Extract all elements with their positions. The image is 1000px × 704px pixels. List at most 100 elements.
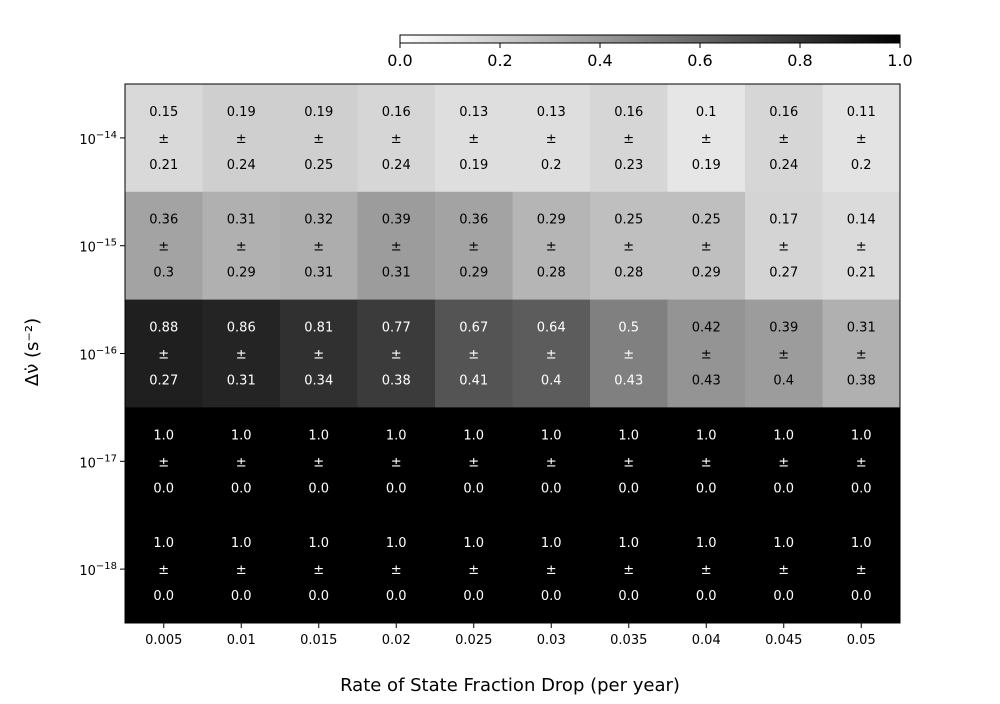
cell-rect <box>590 299 668 408</box>
cell-rect <box>667 299 746 408</box>
cell-pm: ± <box>468 563 479 578</box>
cell-error: 0.2 <box>541 158 562 173</box>
cell-value: 1.0 <box>386 428 407 443</box>
cell-value: 0.5 <box>618 321 639 336</box>
cell-error: 0.27 <box>149 374 178 389</box>
x-axis-label: Rate of State Fraction Drop (per year) <box>340 675 680 696</box>
cell-rect <box>202 191 281 301</box>
cell-rect <box>667 515 746 624</box>
cell-pm: ± <box>391 348 402 363</box>
cell-error: 0.24 <box>227 158 256 173</box>
cell-pm: ± <box>158 563 169 578</box>
cell-value: 1.0 <box>463 536 484 551</box>
cell-value: 0.14 <box>847 213 876 228</box>
x-tick-label: 0.015 <box>300 633 337 648</box>
cell-value: 0.29 <box>537 213 566 228</box>
cell-error: 0.25 <box>304 158 333 173</box>
colorbar: 0.0 0.2 0.4 0.6 0.8 1.0 <box>387 34 913 70</box>
cell-error: 0.28 <box>537 266 566 281</box>
cell-error: 0.2 <box>851 158 872 173</box>
cell-value: 0.16 <box>614 105 643 120</box>
cell-pm: ± <box>391 132 402 147</box>
cell-value: 0.13 <box>537 105 566 120</box>
cell-rect <box>590 407 668 516</box>
cell-rect <box>280 84 358 193</box>
cell-value: 1.0 <box>308 536 329 551</box>
cell-rect <box>667 84 746 193</box>
heatmap-cell: 1.0 ±0.0 <box>202 515 281 624</box>
cell-value: 0.25 <box>614 213 643 228</box>
cell-error: 0.24 <box>382 158 411 173</box>
cell-pm: ± <box>236 455 247 470</box>
cell-rect <box>202 84 281 193</box>
cell-pm: ± <box>701 563 712 578</box>
cell-error: 0.24 <box>769 158 798 173</box>
cell-pm: ± <box>468 455 479 470</box>
heatmap-cell: 0.14 ±0.21 <box>822 191 901 301</box>
cell-rect <box>590 84 668 193</box>
cell-pm: ± <box>856 132 867 147</box>
heatmap-cell: 0.16 ±0.24 <box>745 84 823 193</box>
cell-error: 0.27 <box>769 266 798 281</box>
cell-error: 0.19 <box>459 158 488 173</box>
cell-value: 0.16 <box>769 105 798 120</box>
cell-pm: ± <box>778 455 789 470</box>
cell-rect <box>590 191 668 301</box>
cell-error: 0.19 <box>692 158 721 173</box>
colorbar-tick-label: 0.4 <box>587 51 612 70</box>
cell-value: 0.15 <box>149 105 178 120</box>
cell-rect <box>667 191 746 301</box>
x-tick-label: 0.005 <box>145 633 182 648</box>
cell-rect <box>125 407 203 516</box>
cell-value: 1.0 <box>541 428 562 443</box>
cell-pm: ± <box>313 563 324 578</box>
cell-error: 0.0 <box>541 481 562 496</box>
cell-pm: ± <box>468 240 479 255</box>
cell-error: 0.38 <box>847 374 876 389</box>
cell-rect <box>280 515 358 624</box>
cell-value: 0.36 <box>149 213 178 228</box>
cell-value: 0.39 <box>769 321 798 336</box>
cell-error: 0.38 <box>382 374 411 389</box>
y-tick-label: 10−15 <box>79 238 117 256</box>
cell-error: 0.0 <box>386 481 407 496</box>
cell-rect <box>357 191 436 301</box>
heatmap-cell: 1.0 ±0.0 <box>357 515 436 624</box>
colorbar-gradient <box>399 34 901 44</box>
cell-rect <box>202 515 281 624</box>
heatmap-cell: 0.36 ±0.29 <box>435 191 513 301</box>
heatmap-cell: 1.0 ±0.0 <box>125 407 203 516</box>
cell-pm: ± <box>158 348 169 363</box>
cell-value: 0.36 <box>459 213 488 228</box>
cell-pm: ± <box>623 132 634 147</box>
cell-pm: ± <box>391 455 402 470</box>
cell-error: 0.43 <box>692 374 721 389</box>
cell-value: 0.88 <box>149 321 178 336</box>
heatmap-cell: 1.0 ±0.0 <box>280 407 358 516</box>
cell-value: 1.0 <box>231 536 252 551</box>
cell-value: 0.13 <box>459 105 488 120</box>
y-tick-label: 10−16 <box>79 346 117 364</box>
heatmap-cell: 1.0 ±0.0 <box>357 407 436 516</box>
cell-rect <box>280 407 358 516</box>
cell-rect <box>435 299 513 408</box>
heatmap-cell: 1.0 ±0.0 <box>435 407 513 516</box>
cell-rect <box>357 407 436 516</box>
cell-rect <box>822 515 901 624</box>
cell-value: 0.31 <box>227 213 256 228</box>
cell-value: 0.32 <box>304 213 333 228</box>
cell-rect <box>125 191 203 301</box>
cell-pm: ± <box>236 240 247 255</box>
cell-value: 1.0 <box>386 536 407 551</box>
y-axis-ticks: 10−14 10−15 10−16 10−17 10−18 <box>79 130 125 579</box>
cell-pm: ± <box>158 455 169 470</box>
cell-pm: ± <box>701 132 712 147</box>
cell-value: 0.1 <box>696 105 717 120</box>
cell-error: 0.29 <box>692 266 721 281</box>
cell-pm: ± <box>623 455 634 470</box>
cell-pm: ± <box>546 563 557 578</box>
cell-value: 0.64 <box>537 321 566 336</box>
cell-error: 0.31 <box>227 374 256 389</box>
